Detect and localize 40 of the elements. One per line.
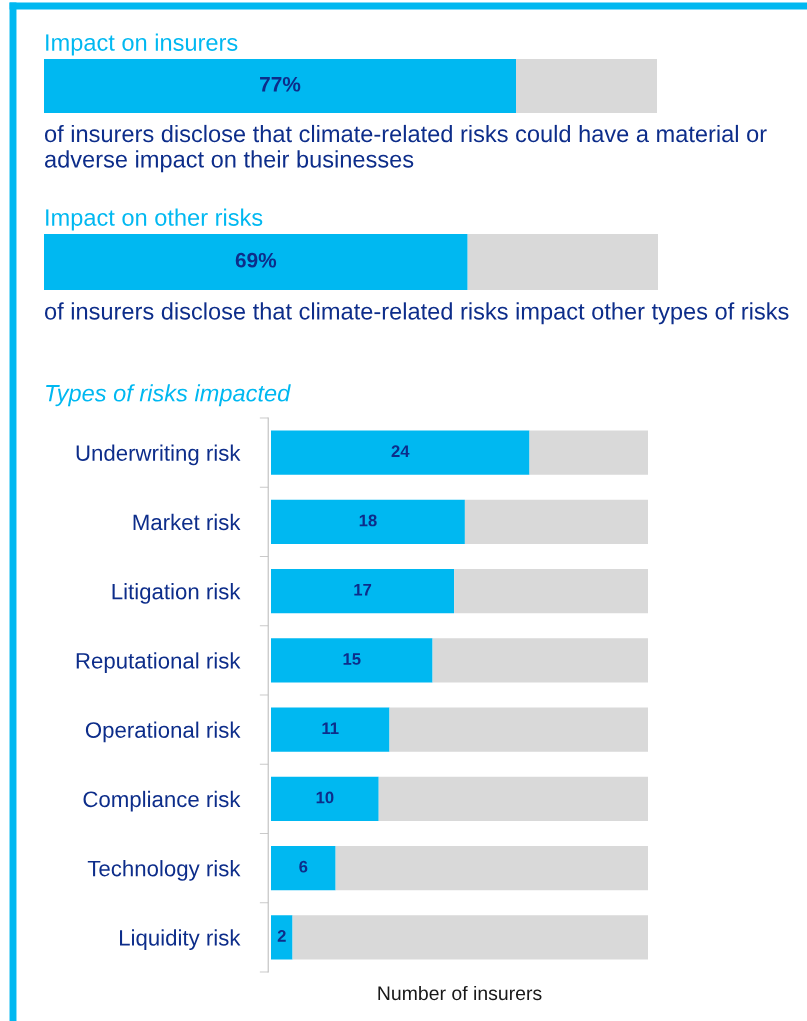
data-label: 2 <box>277 930 286 942</box>
bar <box>271 499 465 545</box>
y-tick-label: Reputational risk <box>76 652 241 674</box>
bar <box>271 707 390 752</box>
data-label: 18 <box>359 514 377 527</box>
data-label: 15 <box>343 653 361 665</box>
data-label: 6 <box>299 860 308 873</box>
bar <box>378 776 648 822</box>
y-tick-label: Litigation risk <box>112 583 241 604</box>
bar <box>271 776 379 822</box>
chart-title: Impact on other risks <box>46 208 263 231</box>
bar <box>464 499 648 545</box>
bar <box>271 845 336 891</box>
bar <box>335 845 648 891</box>
data-label: 24 <box>391 445 410 457</box>
y-tick-label: Underwriting risk <box>76 444 241 466</box>
data-label: 77% <box>260 76 301 92</box>
y-tick-label: Operational risk <box>85 721 241 743</box>
data-label: 69% <box>235 252 277 268</box>
y-tick-label: Technology risk <box>87 860 241 881</box>
y-tick-label: Liquidity risk <box>120 929 241 951</box>
bar <box>271 915 293 960</box>
bar <box>271 638 433 683</box>
data-label: 17 <box>354 583 372 596</box>
text: of insurers disclose that climate-related risks could have a material or adverse impact on their businesses <box>44 124 767 173</box>
bar <box>454 568 648 614</box>
text: of insurers disclose that climate-related risks impact other types of risks <box>44 302 789 325</box>
bar <box>271 568 455 614</box>
bar <box>271 430 530 475</box>
data-label: 11 <box>322 722 339 734</box>
chart-title: Types of risks impacted <box>46 384 291 407</box>
y-tick-label: Compliance risk <box>83 790 241 812</box>
bar <box>292 915 648 960</box>
bar <box>389 707 648 752</box>
x-axis-title: Number of insurers <box>378 985 542 1001</box>
bar <box>432 638 648 683</box>
y-tick-label: Market risk <box>133 513 241 531</box>
bar <box>529 430 648 475</box>
data-label: 10 <box>316 791 334 804</box>
chart-title: Impact on insurers <box>46 33 238 56</box>
